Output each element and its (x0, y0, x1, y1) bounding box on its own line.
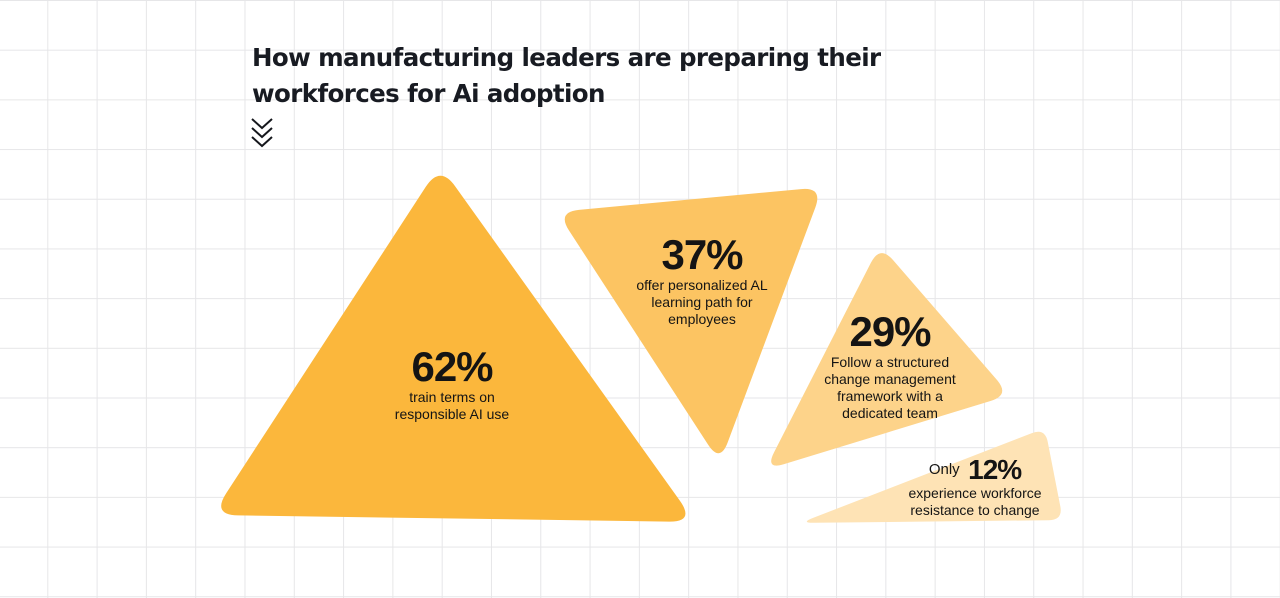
triple-chevron-down-icon (251, 118, 273, 148)
stat-12: Only 12% experience workforce resistance… (880, 455, 1070, 519)
desc-line: employees (668, 311, 736, 327)
desc-line: experience workforce (908, 485, 1042, 502)
stat-description: experience workforce resistance to chang… (880, 485, 1070, 519)
stat-value: 62% (411, 343, 493, 390)
triangle-12 (806, 431, 1061, 523)
desc-line: offer personalized AL (636, 277, 768, 293)
triangle-29 (771, 253, 1003, 466)
desc-line: dedicated team (842, 405, 938, 421)
triangle-62 (221, 175, 686, 522)
desc-line: resistance to change (910, 502, 1040, 519)
triangle-37 (564, 188, 818, 454)
desc-line: Follow a structured (830, 354, 950, 370)
stat-value: 29% (849, 308, 931, 355)
stat-description: train terms on responsible AI use (352, 389, 552, 423)
desc-line: train terms on (409, 389, 495, 405)
chart-title: How manufacturing leaders are preparing … (252, 40, 952, 112)
stat-29: 29% Follow a structured change managemen… (800, 310, 980, 422)
title-line-1: How manufacturing leaders are preparing … (252, 43, 881, 72)
stat-description: Follow a structured change management fr… (800, 354, 980, 422)
desc-line: learning path for (651, 294, 753, 310)
stat-value: 12% (968, 454, 1022, 485)
stat-value: 37% (661, 231, 743, 278)
desc-line: framework with a (837, 388, 943, 404)
stat-description: offer personalized AL learning path for … (602, 277, 802, 328)
desc-line: change management (824, 371, 956, 387)
stat-37: 37% offer personalized AL learning path … (602, 233, 802, 328)
stat-prefix: Only (928, 461, 960, 478)
stat-62: 62% train terms on responsible AI use (352, 345, 552, 423)
title-line-2: workforces for Ai adoption (252, 79, 605, 108)
desc-line: responsible AI use (394, 406, 510, 422)
